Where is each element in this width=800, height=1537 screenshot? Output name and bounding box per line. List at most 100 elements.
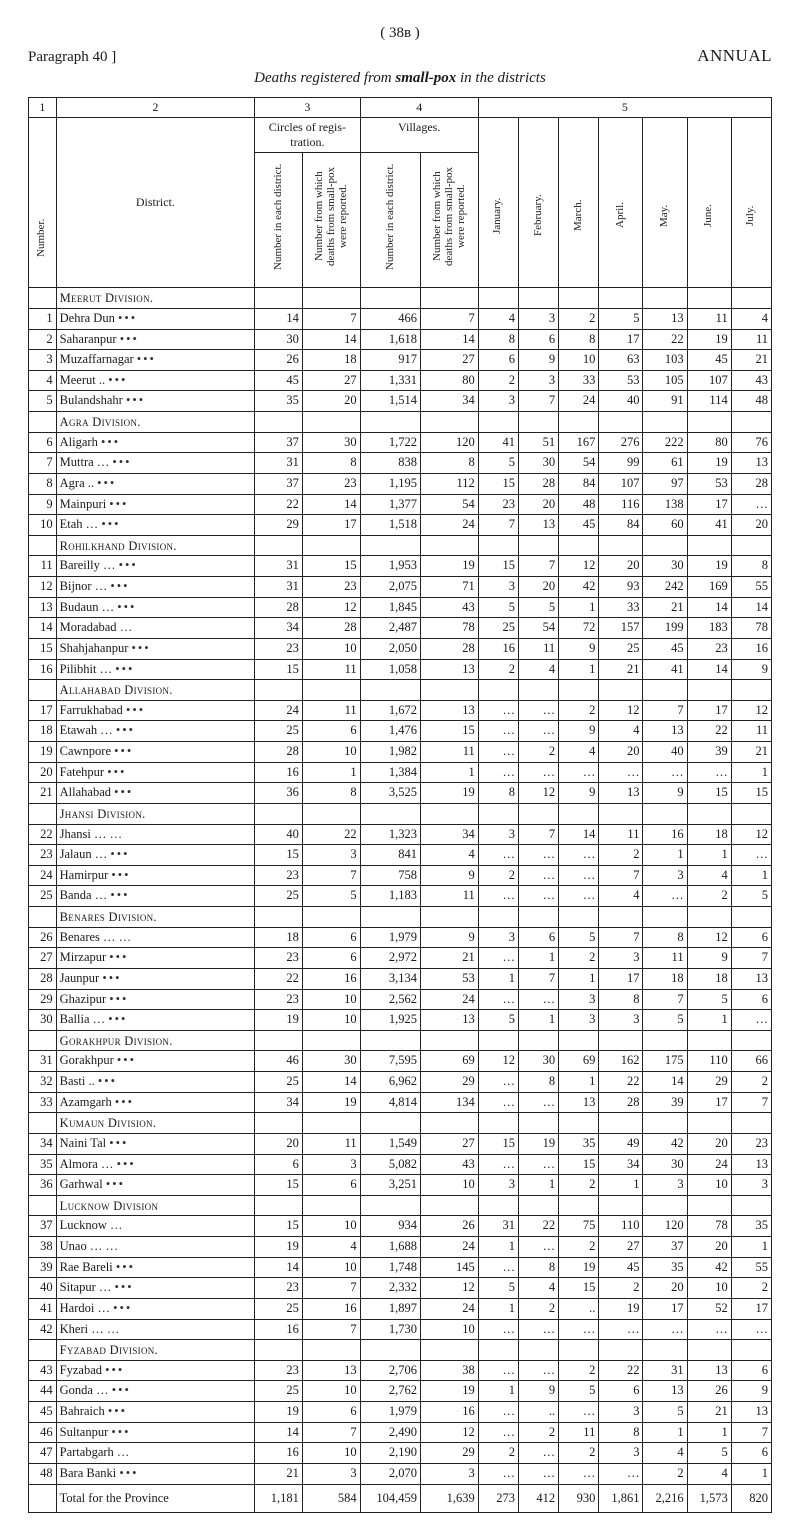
cell-jun: 5 bbox=[687, 1443, 731, 1464]
cell-feb: 9 bbox=[518, 350, 558, 371]
table-row: 37Lucknow …1510934263122751101207835 bbox=[29, 1216, 772, 1237]
cell-c: 4,814 bbox=[360, 1092, 420, 1113]
row-number: 9 bbox=[29, 494, 57, 515]
cell-b: 14 bbox=[302, 1072, 360, 1093]
empty-cell bbox=[643, 288, 687, 309]
cell-d: 13 bbox=[420, 1010, 478, 1031]
cell-may: 138 bbox=[643, 494, 687, 515]
cell-a: 34 bbox=[255, 1092, 303, 1113]
cell-apr: 2 bbox=[599, 845, 643, 866]
empty-cell bbox=[731, 412, 771, 433]
cell-d: 24 bbox=[420, 989, 478, 1010]
hdr-col-5: 5 bbox=[478, 98, 771, 118]
empty-cell bbox=[302, 1113, 360, 1134]
cell-jul: 6 bbox=[731, 927, 771, 948]
cell-jun: 19 bbox=[687, 453, 731, 474]
cell-b: 16 bbox=[302, 968, 360, 989]
cell-a: 19 bbox=[255, 1010, 303, 1031]
cell-mar: 48 bbox=[559, 494, 599, 515]
empty-cell bbox=[518, 1030, 558, 1051]
cell-jul: 23 bbox=[731, 1133, 771, 1154]
empty-cell bbox=[731, 535, 771, 556]
cell-jan: 5 bbox=[478, 1010, 518, 1031]
district-name: Partabgarh … bbox=[56, 1443, 255, 1464]
row-number: 32 bbox=[29, 1072, 57, 1093]
cell-apr: 107 bbox=[599, 473, 643, 494]
empty-cell bbox=[478, 288, 518, 309]
cell-mar: 84 bbox=[559, 473, 599, 494]
cell-c: 3,134 bbox=[360, 968, 420, 989]
cell-jan: … bbox=[478, 700, 518, 721]
cell-feb: … bbox=[518, 1443, 558, 1464]
empty-cell bbox=[643, 1340, 687, 1361]
cell-feb: .. bbox=[518, 1402, 558, 1423]
empty-cell bbox=[302, 288, 360, 309]
cell-feb: 20 bbox=[518, 577, 558, 598]
cell-d: 1 bbox=[420, 762, 478, 783]
table-row: 7Muttra … •••31883885305499611913 bbox=[29, 453, 772, 474]
row-number bbox=[29, 412, 57, 433]
cell-jun: 39 bbox=[687, 742, 731, 763]
cell-c: 2,050 bbox=[360, 638, 420, 659]
cell-a: 19 bbox=[255, 1402, 303, 1423]
cell-apr: 45 bbox=[599, 1257, 643, 1278]
cell-jan: … bbox=[478, 1319, 518, 1340]
table-row: 15Shahjahanpur •••23102,0502816119254523… bbox=[29, 638, 772, 659]
district-name: Bareilly … ••• bbox=[56, 556, 255, 577]
cell-a: 23 bbox=[255, 948, 303, 969]
empty-cell bbox=[478, 680, 518, 701]
cell-jun: 17 bbox=[687, 700, 731, 721]
table-row: 13Budaun … •••28121,8454355133211414 bbox=[29, 597, 772, 618]
annual-label: ANNUAL bbox=[697, 45, 772, 66]
cell-feb: 22 bbox=[518, 1216, 558, 1237]
empty-cell bbox=[643, 680, 687, 701]
cell-apr: 22 bbox=[599, 1072, 643, 1093]
district-name: Pilibhit … ••• bbox=[56, 659, 255, 680]
district-name: Gorakhpur ••• bbox=[56, 1051, 255, 1072]
cell-jan: 41 bbox=[478, 432, 518, 453]
cell-feb: 30 bbox=[518, 453, 558, 474]
row-number: 11 bbox=[29, 556, 57, 577]
empty-cell bbox=[255, 288, 303, 309]
cell-d: 80 bbox=[420, 370, 478, 391]
cell-b: 7 bbox=[302, 308, 360, 329]
district-name: Unao … … bbox=[56, 1237, 255, 1258]
empty-cell bbox=[731, 1195, 771, 1216]
district-name: Jalaun … ••• bbox=[56, 845, 255, 866]
empty-cell bbox=[478, 803, 518, 824]
empty-cell bbox=[478, 412, 518, 433]
cell-mar: .. bbox=[559, 1298, 599, 1319]
cell-d: 19 bbox=[420, 1381, 478, 1402]
cell-mar: 2 bbox=[559, 308, 599, 329]
cell-feb: 1 bbox=[518, 948, 558, 969]
empty-cell bbox=[255, 535, 303, 556]
table-row: 30Ballia … •••19101,92513513351… bbox=[29, 1010, 772, 1031]
cell-jan: 23 bbox=[478, 494, 518, 515]
empty-cell bbox=[687, 1113, 731, 1134]
table-row: 27Mirzapur •••2362,97221…1231197 bbox=[29, 948, 772, 969]
deaths-line: Deaths registered from small-pox in the … bbox=[28, 69, 772, 88]
cell-feb: 4 bbox=[518, 1278, 558, 1299]
district-name: Garhwal ••• bbox=[56, 1175, 255, 1196]
cell-jul: 6 bbox=[731, 1443, 771, 1464]
cell-c: 934 bbox=[360, 1216, 420, 1237]
cell-jun: … bbox=[687, 762, 731, 783]
table-row: 1Dehra Dun •••1474667432513114 bbox=[29, 308, 772, 329]
division-label: Gorakhpur Division. bbox=[56, 1030, 255, 1051]
cell-a: 16 bbox=[255, 1319, 303, 1340]
cell-apr: 99 bbox=[599, 453, 643, 474]
cell-apr: 13 bbox=[599, 783, 643, 804]
cell-feb: 5 bbox=[518, 597, 558, 618]
cell-c: 3,525 bbox=[360, 783, 420, 804]
cell-jun: 23 bbox=[687, 638, 731, 659]
cell-mar: … bbox=[559, 1402, 599, 1423]
cell-jan: 15 bbox=[478, 1133, 518, 1154]
empty-cell bbox=[518, 288, 558, 309]
empty-cell bbox=[599, 535, 643, 556]
cell-jul: 6 bbox=[731, 1360, 771, 1381]
cell-c: 1,897 bbox=[360, 1298, 420, 1319]
district-name: Bijnor … ••• bbox=[56, 577, 255, 598]
cell-may: 22 bbox=[643, 329, 687, 350]
cell-feb: 2 bbox=[518, 1422, 558, 1443]
deaths-prefix: Deaths registered from bbox=[254, 70, 395, 86]
